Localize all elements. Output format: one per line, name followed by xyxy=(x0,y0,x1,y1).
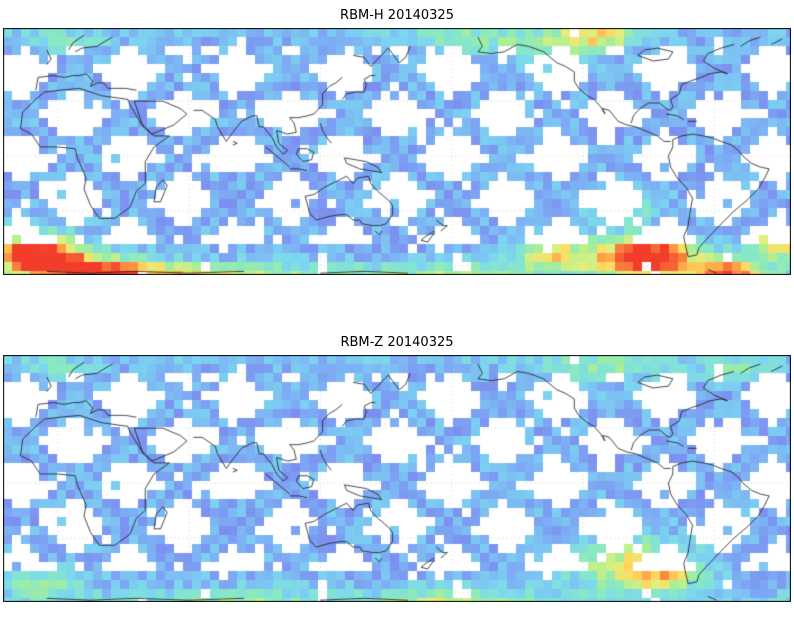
panel-title-rbm-h: RBM-H 20140325 xyxy=(340,8,454,23)
panel-rbm-z: RBM-Z 20140325 xyxy=(0,275,794,602)
swath-map-rbm-z xyxy=(3,355,791,602)
swath-map-rbm-h xyxy=(3,28,791,275)
panel-title-rbm-z: RBM-Z 20140325 xyxy=(340,335,454,350)
panel-rbm-h: RBM-H 20140325 xyxy=(0,0,794,275)
